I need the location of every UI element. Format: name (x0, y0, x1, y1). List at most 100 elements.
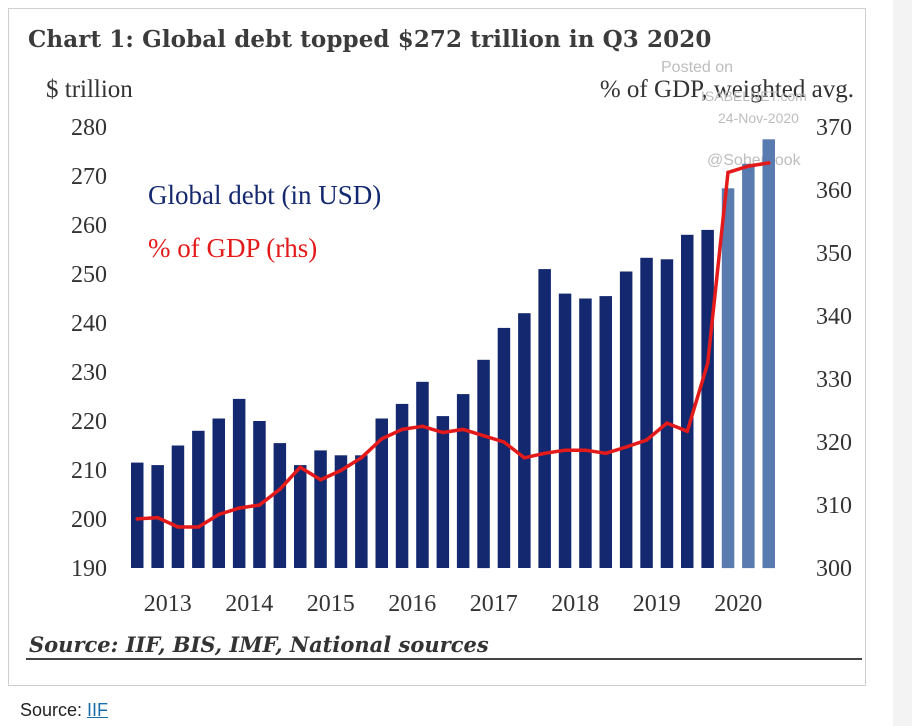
left-tick-240: 240 (71, 311, 107, 337)
chart-source: Source: IIF, BIS, IMF, National sources (29, 632, 489, 657)
bar-8 (294, 465, 307, 568)
bar-3 (192, 430, 205, 568)
bar-11 (355, 455, 368, 568)
watermark-date: 24-Nov-2020 (718, 110, 799, 126)
gdp-point-21 (563, 448, 567, 453)
bar-22 (579, 298, 592, 568)
right-tick-320: 320 (816, 430, 852, 456)
gdp-point-23 (604, 451, 608, 456)
bar-30 (742, 163, 755, 569)
x-tick-2016: 2016 (388, 591, 436, 617)
bar-26 (660, 259, 674, 568)
gdp-point-30 (746, 164, 751, 168)
bar-14 (416, 381, 429, 568)
gdp-point-13 (400, 427, 404, 432)
x-tick-2019: 2019 (633, 591, 681, 617)
left-tick-220: 220 (71, 409, 107, 435)
gdp-point-5 (237, 506, 241, 510)
gdp-point-2 (176, 525, 180, 529)
gdp-point-26 (665, 421, 669, 425)
bar-31 (762, 139, 775, 569)
bar-19 (518, 313, 531, 568)
left-tick-210: 210 (71, 458, 107, 484)
legend-gdp: % of GDP (rhs) (148, 233, 317, 263)
bar-29 (721, 188, 735, 569)
bar-5 (232, 398, 246, 568)
bar-4 (212, 418, 225, 568)
caption-source-link[interactable]: IIF (87, 700, 109, 720)
left-tick-250: 250 (71, 262, 107, 288)
gdp-point-10 (339, 468, 343, 473)
caption-prefix: Source: (20, 700, 88, 720)
right-axis-ticks: 300 310 320 330 340 350 360 370 (816, 115, 852, 582)
right-axis-unit: % of GDP, weighted avg. (599, 76, 854, 103)
x-tick-2015: 2015 (307, 591, 355, 617)
bar-15 (436, 416, 450, 568)
gdp-point-7 (278, 487, 282, 492)
gdp-point-24 (624, 445, 628, 449)
gdp-point-1 (155, 515, 160, 520)
gdp-point-29 (726, 170, 730, 175)
bar-21 (558, 293, 572, 568)
left-axis-ticks: 190 200 210 220 230 240 250 260 270 280 (71, 115, 107, 582)
source-divider (26, 658, 862, 660)
gdp-point-9 (318, 478, 323, 482)
bar-series (131, 139, 775, 569)
gdp-point-25 (644, 438, 649, 442)
left-tick-270: 270 (71, 164, 107, 190)
gdp-point-31 (767, 161, 771, 165)
gdp-point-22 (583, 448, 588, 453)
gdp-point-12 (379, 437, 384, 441)
left-tick-260: 260 (71, 213, 107, 239)
gdp-point-15 (441, 430, 445, 435)
bar-25 (640, 257, 653, 568)
right-tick-330: 330 (816, 367, 852, 393)
bar-23 (599, 296, 612, 568)
page-right-strip (893, 0, 912, 726)
left-axis-unit: $ trillion (46, 76, 133, 103)
bar-12 (375, 418, 388, 568)
left-tick-230: 230 (71, 360, 107, 386)
right-tick-340: 340 (816, 304, 852, 330)
right-tick-310: 310 (816, 493, 852, 519)
bar-24 (619, 271, 633, 568)
bar-27 (681, 234, 694, 569)
gdp-point-28 (705, 361, 710, 366)
gdp-point-17 (481, 433, 486, 438)
right-tick-370: 370 (816, 115, 852, 141)
left-tick-280: 280 (71, 115, 107, 141)
gdp-point-27 (685, 429, 690, 434)
left-tick-200: 200 (71, 507, 107, 533)
watermark-handle: @SoberLook (707, 152, 801, 169)
bar-9 (314, 450, 327, 568)
bar-2 (171, 445, 185, 568)
chart-title: Chart 1: Global debt topped $272 trillio… (28, 26, 712, 53)
x-tick-2014: 2014 (225, 591, 273, 617)
x-tick-2018: 2018 (551, 591, 599, 617)
left-tick-190: 190 (71, 556, 107, 582)
right-tick-360: 360 (816, 178, 852, 204)
right-tick-300: 300 (816, 556, 852, 582)
right-tick-350: 350 (816, 241, 852, 267)
bar-7 (273, 443, 287, 568)
watermark-posted-on: Posted on (661, 59, 734, 76)
gdp-point-14 (420, 424, 425, 429)
watermark-site: ISABELNET.com (701, 88, 807, 104)
bar-18 (497, 327, 511, 568)
bar-6 (253, 421, 266, 568)
gdp-point-4 (216, 512, 221, 517)
gdp-point-3 (196, 525, 201, 529)
gdp-point-0 (135, 517, 140, 521)
bar-13 (395, 403, 409, 568)
bar-17 (477, 359, 490, 569)
bar-28 (701, 229, 714, 568)
gdp-point-16 (461, 427, 466, 432)
gdp-point-6 (257, 503, 262, 507)
gdp-point-8 (298, 465, 303, 470)
x-tick-2017: 2017 (470, 591, 518, 617)
gdp-point-18 (502, 440, 506, 444)
gdp-point-20 (542, 451, 547, 456)
bar-10 (334, 455, 348, 568)
bar-16 (456, 394, 470, 568)
